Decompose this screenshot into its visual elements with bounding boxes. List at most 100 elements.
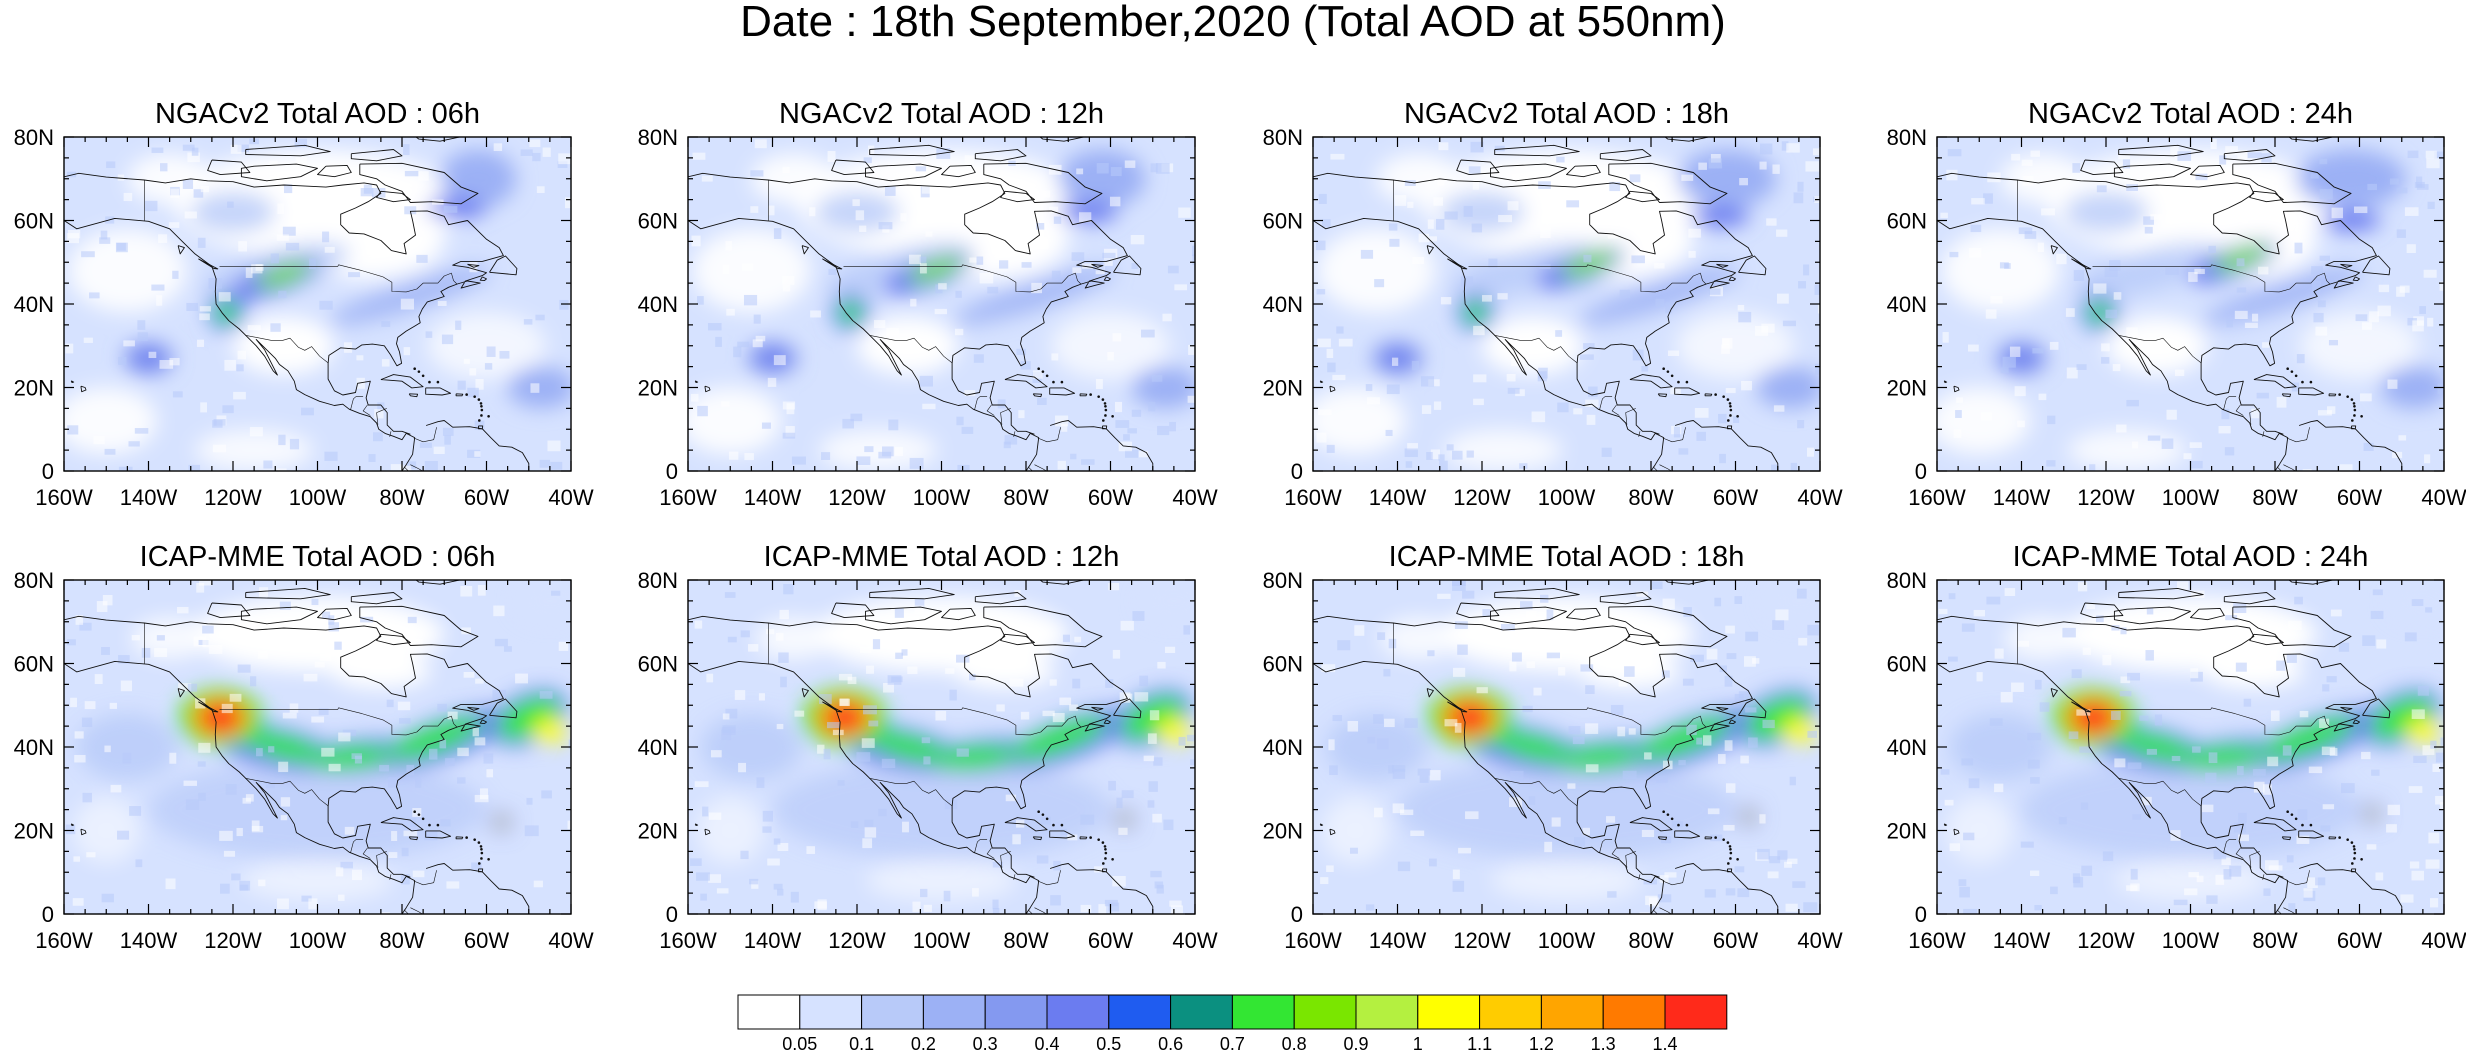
x-tick-label: 160W [659,928,717,953]
y-tick-label: 60N [1887,209,1927,234]
country-borders [2017,180,2331,471]
colorbar-label: 0.4 [1034,1034,1059,1054]
map-lines [688,580,1154,914]
country-borders [144,623,458,914]
y-tick-label: 0 [1915,902,1927,927]
colorbar-label: 0.9 [1343,1034,1368,1054]
colorbar-swatch [1293,994,1357,1030]
y-tick-label: 80N [14,125,54,150]
coastline [64,137,530,471]
x-tick-label: 140W [1993,485,2051,510]
map-lines [1313,137,1779,471]
colorbar-label: 0.7 [1220,1034,1245,1054]
x-tick-label: 140W [120,485,178,510]
colorbar-label: 0.1 [849,1034,874,1054]
axis-ticks [63,136,572,472]
map-lines [688,137,1154,471]
y-tick-label: 60N [638,652,678,677]
y-tick-label: 0 [666,902,678,927]
x-tick-label: 80W [379,485,424,510]
y-tick-label: 80N [14,568,54,593]
y-tick-label: 20N [14,376,54,401]
map-panel: 160W 140W 120W 100W 80W 60W 40W 0 20N 40N 60N 80N NG… [1887,98,2466,510]
map-lines [1313,580,1779,914]
axis-ticks [1936,136,2445,472]
x-tick-label: 60W [1088,485,1133,510]
y-tick-label: 20N [1263,819,1303,844]
x-tick-label: 60W [1713,485,1758,510]
coastline [64,580,530,914]
colorbar-swatch [1170,994,1233,1030]
x-tick-label: 40W [1172,485,1217,510]
x-tick-label: 80W [2252,485,2297,510]
x-tick-label: 140W [744,928,802,953]
figure-title: Date : 18th September,2020 (Total AOD at… [740,0,1726,46]
y-tick-label: 40N [1887,292,1927,317]
y-tick-label: 80N [1887,568,1927,593]
y-tick-label: 40N [1263,735,1303,760]
panel-title: NGACv2 Total AOD : 18h [1404,98,1729,130]
y-tick-label: 20N [1887,819,1927,844]
colorbar-label: 1 [1413,1034,1423,1054]
country-borders [1393,623,1707,914]
country-borders [1393,180,1707,471]
grid-cells [65,580,571,914]
axis-ticks [1312,579,1821,915]
x-tick-label: 160W [1284,485,1342,510]
map-panel: 160W 140W 120W 100W 80W 60W 40W 0 20N 40N 60N 80N IC… [1887,541,2466,953]
panel-title: ICAP-MME Total AOD : 06h [140,541,496,573]
map-panel: 160W 140W 120W 100W 80W 60W 40W 0 20N 40N 60N 80N IC… [14,541,594,953]
y-tick-label: 0 [1915,459,1927,484]
x-tick-label: 100W [913,485,971,510]
x-tick-label: 80W [1003,928,1048,953]
x-tick-label: 120W [204,928,262,953]
x-tick-label: 100W [289,485,347,510]
panel-title: ICAP-MME Total AOD : 18h [1389,541,1745,573]
map-lines [1937,137,2403,471]
x-tick-label: 60W [2337,485,2382,510]
grid-cells [690,582,1195,914]
y-tick-label: 40N [1263,292,1303,317]
y-tick-label: 0 [1291,459,1303,484]
colorbar-label: 1.2 [1529,1034,1554,1054]
x-tick-label: 140W [744,485,802,510]
x-tick-label: 40W [1172,928,1217,953]
coastline [1313,580,1779,914]
colorbar-label: 0.05 [782,1034,817,1054]
colorbar-swatch [1046,994,1110,1030]
map-panels: 160W 140W 120W 100W 80W 60W 40W 0 20N 40N 60N 80N NG… [14,98,2466,953]
x-tick-label: 80W [1628,485,1673,510]
y-tick-label: 0 [42,459,54,484]
map-panel: 160W 140W 120W 100W 80W 60W 40W 0 20N 40N 60N 80N IC… [1263,541,1843,953]
y-tick-label: 80N [1263,125,1303,150]
y-tick-label: 80N [1887,125,1927,150]
y-tick-label: 60N [638,209,678,234]
panel-title: ICAP-MME Total AOD : 24h [2013,541,2369,573]
x-tick-label: 140W [1993,928,2051,953]
panel-title: ICAP-MME Total AOD : 12h [764,541,1120,573]
y-tick-label: 20N [14,819,54,844]
coastline [688,580,1154,914]
colorbar-swatch [1602,994,1666,1030]
y-tick-label: 80N [638,568,678,593]
x-tick-label: 140W [1369,928,1427,953]
y-tick-label: 0 [666,459,678,484]
grid-cells [1938,581,2444,914]
map-panel: 160W 140W 120W 100W 80W 60W 40W 0 20N 40N 60N 80N NG… [638,98,1218,510]
colorbar-label: 0.2 [911,1034,936,1054]
x-tick-label: 60W [2337,928,2382,953]
y-tick-label: 20N [1263,376,1303,401]
coastline [688,137,1154,471]
x-tick-label: 160W [1908,485,1966,510]
x-tick-label: 160W [35,485,93,510]
map-panel: 160W 140W 120W 100W 80W 60W 40W 0 20N 40N 60N 80N NG… [14,98,594,510]
y-tick-label: 60N [14,209,54,234]
grid-cells [1315,141,1820,471]
y-tick-label: 60N [1263,209,1303,234]
country-borders [2017,623,2331,914]
panel-title: NGACv2 Total AOD : 12h [779,98,1104,130]
axis-ticks [687,136,1196,472]
axis-ticks [687,579,1196,915]
x-tick-label: 120W [828,928,886,953]
